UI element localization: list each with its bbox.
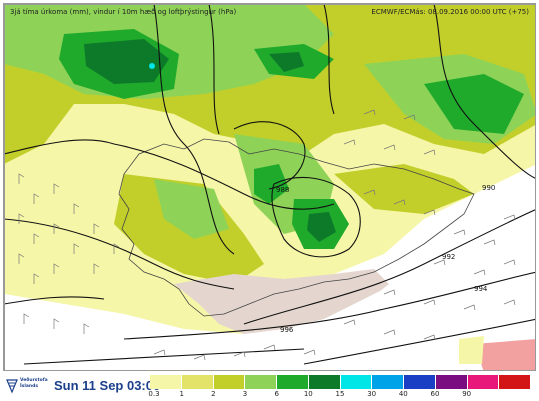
isobar-line-2 — [208, 4, 220, 135]
isobar-line-5 — [4, 139, 335, 210]
colorbar-tick: 2 — [211, 390, 216, 398]
sea-clear-south-west — [4, 294, 124, 344]
colorbar-tick: 15 — [335, 390, 345, 398]
isobar-label-988: 988 — [276, 186, 289, 194]
precip-area-dark-green-2 — [269, 52, 304, 72]
colorbar-tick: 30 — [367, 390, 377, 398]
colorbar-swatch — [404, 375, 436, 389]
colorbar-tick: 40 — [398, 390, 408, 398]
precip-area-green-3 — [424, 74, 524, 134]
precip-area-yellow-green-east — [334, 164, 474, 214]
coastline — [118, 138, 475, 317]
isobar-line-11 — [23, 348, 305, 365]
isobar-line-6 — [4, 218, 235, 290]
logo-mark-icon — [6, 379, 18, 394]
isobars — [4, 4, 535, 365]
isobar-label-990: 990 — [482, 184, 495, 192]
precip-area-light-green-4 — [154, 179, 229, 239]
colorbar-swatch — [308, 375, 341, 389]
isobar-label-994: 994 — [474, 285, 488, 293]
precipitation-map: 988 990 992 994 996 — [3, 3, 536, 371]
isobar-line-1 — [153, 4, 235, 255]
colorbar-swatch — [150, 375, 182, 389]
forecast-timestamp: Sun 11 Sep 03:00 — [54, 378, 161, 393]
precip-area-green-5 — [254, 164, 289, 204]
precip-spot-cyan — [149, 63, 155, 69]
colorbar-tick: 0.3 — [148, 390, 160, 398]
colorbar-tick: 60 — [430, 390, 440, 398]
colorbar-swatch — [181, 375, 214, 389]
colorbar-tick: 1 — [179, 390, 184, 398]
colorbar-swatch — [245, 375, 277, 389]
isobar-line-13 — [4, 296, 105, 305]
precip-colorbar — [150, 375, 530, 389]
wind-barbs — [18, 109, 516, 361]
precip-area-dark-green-3 — [307, 212, 336, 242]
isobar-line-7 — [271, 176, 361, 258]
colorbar-tick: 90 — [462, 390, 472, 398]
colorbar-swatch — [213, 375, 246, 389]
isobar-line-9 — [243, 209, 535, 325]
isobar-label-996: 996 — [280, 326, 294, 334]
precip-spot-red — [474, 339, 535, 370]
isobar-line-10 — [123, 271, 535, 340]
isobar-line-8 — [233, 121, 306, 190]
model-run-info: ECMWF/ECMás: 08.09.2016 00:00 UTC (+75) — [371, 8, 529, 16]
isobar-line-4 — [433, 4, 535, 179]
precip-spot-yellow — [459, 336, 484, 364]
colorbar-ticks: 0.3 1 2 3 6 10 15 30 40 60 90 — [148, 390, 530, 399]
colorbar-swatch — [499, 375, 530, 389]
colorbar-swatch — [467, 375, 500, 389]
colorbar-swatch — [372, 375, 404, 389]
colorbar-tick: 6 — [274, 390, 279, 398]
colorbar-tick: 10 — [303, 390, 313, 398]
colorbar-swatch — [277, 375, 309, 389]
logo-text: Veðurstofa Íslands — [20, 378, 48, 389]
isobar-line-12 — [303, 318, 535, 365]
vedurstofa-logo: Veðurstofa Íslands — [6, 376, 50, 398]
map-title: 3já tíma úrkoma (mm), vindur í 10m hæð o… — [10, 8, 237, 16]
isobar-line-3 — [323, 4, 335, 115]
precip-area-dark-green — [84, 39, 169, 84]
colorbar-swatch — [340, 375, 373, 389]
colorbar-tick: 3 — [242, 390, 248, 398]
isobar-label-992: 992 — [442, 253, 455, 261]
map-canvas: 988 990 992 994 996 — [4, 4, 535, 370]
land-no-precip — [174, 269, 389, 334]
colorbar-swatch — [435, 375, 468, 389]
footer-bar: Veðurstofa Íslands Sun 11 Sep 03:00 0.3 … — [0, 372, 539, 401]
sea-clear — [108, 166, 535, 370]
